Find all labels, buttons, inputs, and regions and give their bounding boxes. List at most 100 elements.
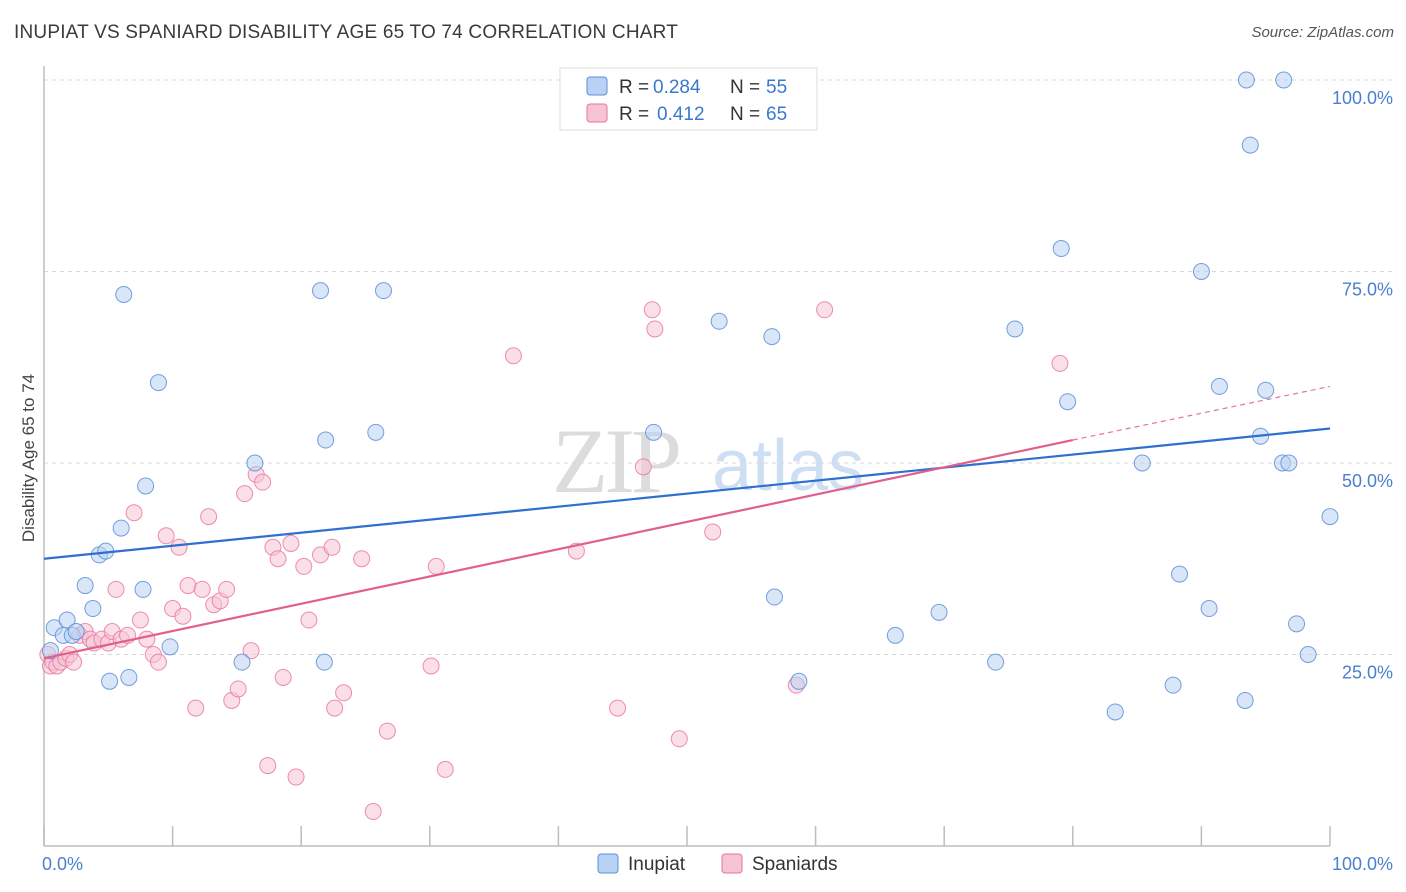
inupiat-point (1275, 71, 1293, 89)
spaniards-point (274, 668, 292, 686)
inupiat-point (765, 588, 783, 606)
spaniards-point (364, 803, 382, 821)
bottom-legend-swatch-spaniards (721, 853, 743, 874)
inupiat-point (120, 668, 138, 686)
spaniards-point (295, 557, 313, 575)
inupiat-point (1236, 691, 1254, 709)
inupiat-point (1288, 615, 1306, 633)
spaniards-point (326, 699, 344, 717)
inupiat-point (1257, 381, 1275, 399)
spaniards-point (287, 768, 305, 786)
inupiat-point (1106, 703, 1124, 721)
inupiat-point (1052, 240, 1070, 258)
spaniards-point (816, 301, 834, 319)
legend-n-value: 55 (766, 77, 787, 98)
inupiat-point (137, 477, 155, 495)
spaniards-trendline (43, 438, 1074, 660)
bottom-legend-spaniards: Spaniards (752, 854, 838, 875)
spaniards-point (704, 523, 722, 541)
inupiat-point (987, 653, 1005, 671)
x-tick-label: 100.0% (1332, 854, 1393, 874)
spaniards-point (323, 538, 341, 556)
spaniards-point (254, 473, 272, 491)
gridlines (44, 79, 1392, 655)
inupiat-point (710, 312, 728, 330)
inupiat-point (1321, 508, 1339, 526)
inupiat-point (1164, 676, 1182, 694)
inupiat-point (1059, 393, 1077, 411)
inupiat-point (233, 653, 251, 671)
spaniards-points (39, 301, 1069, 821)
spaniards-point (65, 653, 83, 671)
inupiat-point (1210, 377, 1228, 395)
bottom-legend-inupiat: Inupiat (628, 854, 686, 875)
spaniards-point (300, 611, 318, 629)
inupiat-point (112, 519, 130, 537)
chart-title: INUPIAT VS SPANIARD DISABILITY AGE 65 TO… (14, 22, 679, 43)
legend-n-label: N = (730, 77, 760, 98)
x-tick-labels: 0.0% 100.0% (42, 854, 1393, 874)
y-tick-label: 100.0% (1332, 88, 1393, 108)
inupiat-point (84, 600, 102, 618)
inupiat-point (311, 282, 329, 300)
spaniards-point (378, 722, 396, 740)
inupiat-trendline (43, 427, 1331, 560)
series-legend: Inupiat Spaniards (597, 853, 838, 875)
spaniards-point (200, 508, 218, 526)
spaniards-point (634, 458, 652, 476)
spaniards-point (436, 760, 454, 778)
spaniards-point (187, 699, 205, 717)
spaniards-point (170, 538, 188, 556)
spaniards-point (422, 657, 440, 675)
inupiat-points (41, 71, 1339, 721)
spaniards-point (646, 320, 664, 338)
y-tick-label: 75.0% (1342, 280, 1393, 300)
spaniards-point (609, 699, 627, 717)
inupiat-point (101, 672, 119, 690)
inupiat-point (76, 577, 94, 595)
inupiat-point (1280, 454, 1298, 472)
inupiat-point (1299, 646, 1317, 663)
spaniards-point (643, 301, 661, 319)
inupiat-point (315, 653, 333, 671)
legend-r-label: R = (619, 104, 649, 125)
spaniards-point (504, 347, 522, 365)
watermark-zip: ZIP (552, 410, 679, 512)
inupiat-point (1241, 136, 1259, 154)
inupiat-point (67, 623, 85, 641)
inupiat-point (1006, 320, 1024, 338)
spaniards-point (107, 580, 125, 598)
spaniards-point (353, 550, 371, 568)
inupiat-point (790, 672, 808, 690)
inupiat-point (1171, 565, 1189, 583)
inupiat-point (1192, 263, 1210, 280)
spaniards-point (670, 730, 688, 748)
spaniards-point (131, 611, 149, 629)
inupiat-point (58, 611, 76, 629)
y-axis-title: Disability Age 65 to 74 (19, 374, 38, 542)
bottom-legend-swatch-inupiat (597, 853, 619, 874)
inupiat-point (149, 374, 167, 392)
trendlines (43, 385, 1331, 660)
spaniards-point (427, 557, 445, 575)
legend-n-value: 65 (766, 104, 787, 125)
legend-n-label: N = (730, 104, 760, 125)
inupiat-point (367, 423, 385, 441)
inupiat-point (1237, 71, 1255, 89)
correlation-legend: R = 0.284 N = 55 R = 0.412 N = 65 (559, 67, 818, 131)
inupiat-point (645, 423, 663, 441)
axes (43, 66, 1331, 847)
inupiat-point (763, 328, 781, 346)
y-tick-labels: 25.0% 50.0% 75.0% 100.0% (1332, 88, 1393, 683)
legend-swatch-inupiat (586, 76, 608, 96)
y-tick-label: 25.0% (1342, 663, 1393, 683)
y-tick-label: 50.0% (1342, 471, 1393, 491)
legend-r-label: R = (619, 77, 649, 98)
inupiat-point (115, 285, 133, 303)
spaniards-point (157, 527, 175, 545)
spaniards-point (242, 642, 260, 660)
spaniards-point (193, 580, 211, 598)
spaniards-point (282, 534, 300, 552)
source-label: Source: ZipAtlas.com (1251, 24, 1394, 41)
